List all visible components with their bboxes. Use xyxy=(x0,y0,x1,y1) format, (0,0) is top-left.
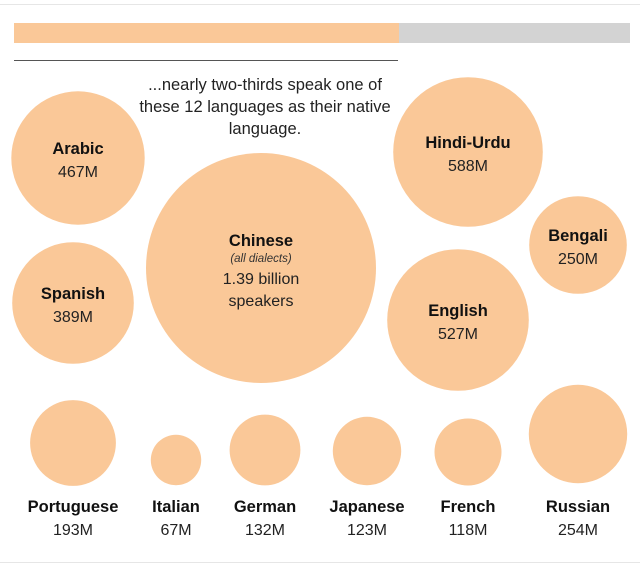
divider xyxy=(14,60,398,61)
chart-caption: ...nearly two-thirds speak one of these … xyxy=(139,76,391,138)
bubble-circle-japanese xyxy=(332,416,402,486)
bubble-name-arabic: Arabic xyxy=(52,140,103,158)
bubble-name-japanese: Japanese xyxy=(329,498,404,516)
bubble-japanese: Japanese 123M xyxy=(329,416,405,539)
bubble-circle-arabic xyxy=(11,91,145,225)
bubble-value2-chinese: speakers xyxy=(229,293,294,310)
bubble-bengali: Bengali 250M xyxy=(529,196,627,294)
bubble-russian: Russian 254M xyxy=(528,384,628,539)
bubble-value-bengali: 250M xyxy=(558,251,598,268)
bubble-chinese: Chinese (all dialects) 1.39 billion speaker… xyxy=(146,153,376,383)
bubble-circle-bengali xyxy=(529,196,627,294)
bubble-english: English 527M xyxy=(387,249,529,391)
bubble-name-german: German xyxy=(234,498,296,516)
bubble-arabic: Arabic 467M xyxy=(11,91,145,225)
bubble-name-spanish: Spanish xyxy=(41,285,105,303)
bubble-spanish: Spanish 389M xyxy=(12,242,134,364)
bubble-name-bengali: Bengali xyxy=(548,227,608,245)
bubble-value-french: 118M xyxy=(449,522,488,539)
bubble-circle-russian xyxy=(528,384,628,484)
bubble-name-english: English xyxy=(428,302,488,320)
progress-fill xyxy=(14,23,399,43)
progress-bar xyxy=(14,23,630,43)
bubble-name-chinese: Chinese xyxy=(229,232,293,250)
bubble-name-french: French xyxy=(440,498,495,516)
bubble-circle-german xyxy=(229,414,301,486)
bottom-border xyxy=(0,562,640,563)
bubble-value-chinese: 1.39 billion xyxy=(223,271,300,288)
bubble-value-italian: 67M xyxy=(160,522,191,539)
bubble-value-portuguese: 193M xyxy=(53,522,93,539)
bubble-name-italian: Italian xyxy=(152,498,200,516)
bubble-value-spanish: 389M xyxy=(53,309,93,326)
bubble-french: French 118M xyxy=(434,418,502,539)
bubble-circle-spanish xyxy=(12,242,134,364)
bubble-circle-chinese xyxy=(146,153,376,383)
top-border xyxy=(0,4,640,5)
bubble-name-russian: Russian xyxy=(546,498,610,516)
bubble-value-english: 527M xyxy=(438,326,478,343)
bubble-value-japanese: 123M xyxy=(347,522,387,539)
bubble-portuguese: Portuguese 193M xyxy=(28,400,119,539)
bubble-circle-portuguese xyxy=(30,400,116,486)
bubble-name-hindi-urdu: Hindi-Urdu xyxy=(425,134,510,152)
bubble-italian: Italian 67M xyxy=(150,434,202,539)
bubble-value-russian: 254M xyxy=(558,522,598,539)
bubble-note-chinese: (all dialects) xyxy=(230,253,292,265)
bubble-circle-french xyxy=(434,418,502,486)
bubble-value-hindi-urdu: 588M xyxy=(448,158,488,175)
bubble-german: German 132M xyxy=(229,414,301,539)
bubble-circle-italian xyxy=(150,434,202,486)
bubble-name-portuguese: Portuguese xyxy=(28,498,119,516)
bubble-circle-hindi-urdu xyxy=(393,77,543,227)
bubble-hindi-urdu: Hindi-Urdu 588M xyxy=(393,77,543,227)
bubble-value-arabic: 467M xyxy=(58,164,98,181)
bubble-circle-english xyxy=(387,249,529,391)
bubble-value-german: 132M xyxy=(245,522,285,539)
